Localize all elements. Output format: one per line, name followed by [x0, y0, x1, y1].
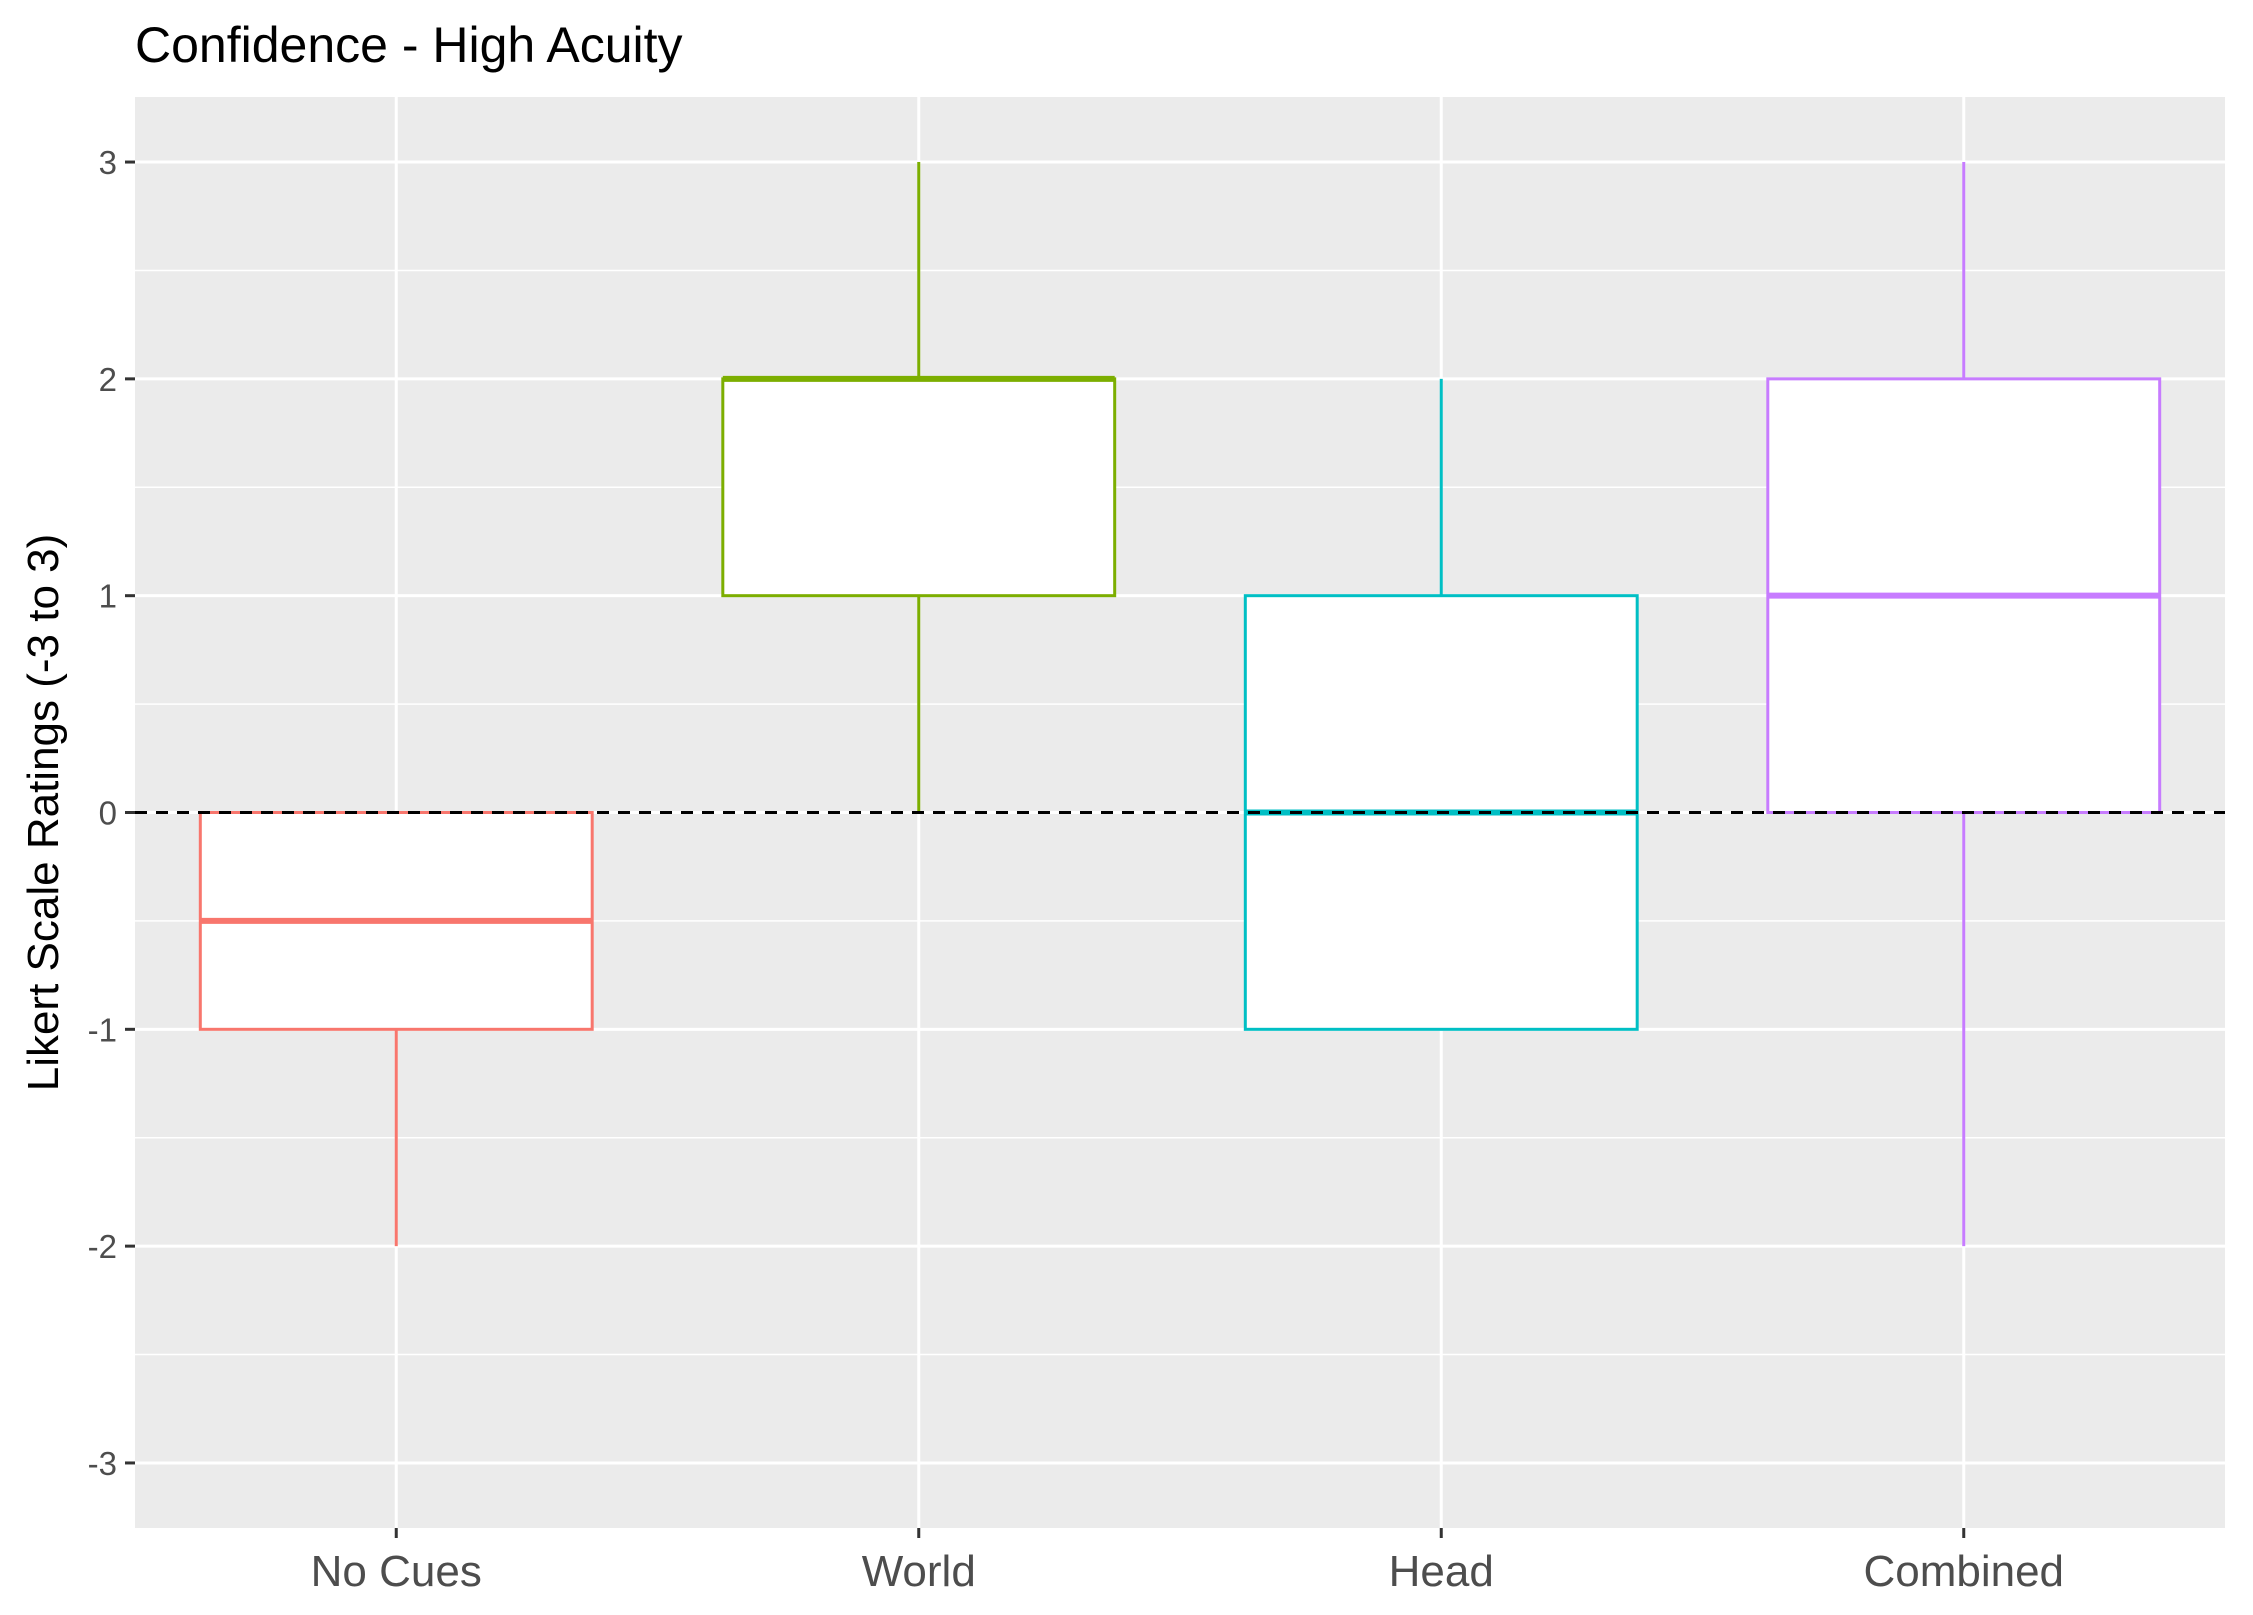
x-tick-label: World — [862, 1547, 976, 1596]
box-world — [721, 377, 1117, 598]
y-tick-label: 2 — [99, 361, 117, 398]
y-tick-label: 0 — [99, 795, 117, 832]
y-tick-label: -3 — [88, 1445, 117, 1482]
y-tick-label: -1 — [88, 1011, 117, 1048]
chart-title: Confidence - High Acuity — [135, 17, 683, 73]
x-tick-label: Head — [1389, 1547, 1494, 1596]
y-axis: -3 -2 -1 0 1 2 3 — [88, 144, 135, 1482]
y-tick-label: 3 — [99, 144, 117, 181]
whiskers — [394, 162, 1966, 1247]
y-tick-label: 1 — [99, 578, 117, 615]
y-axis-label: Likert Scale Ratings (-3 to 3) — [19, 534, 68, 1092]
y-tick-label: -2 — [88, 1228, 117, 1265]
x-axis: No Cues World Head Combined — [311, 1528, 2064, 1596]
x-tick-label: No Cues — [311, 1547, 482, 1596]
x-tick-label: Combined — [1863, 1547, 2064, 1596]
major-gridlines — [135, 97, 2225, 1528]
